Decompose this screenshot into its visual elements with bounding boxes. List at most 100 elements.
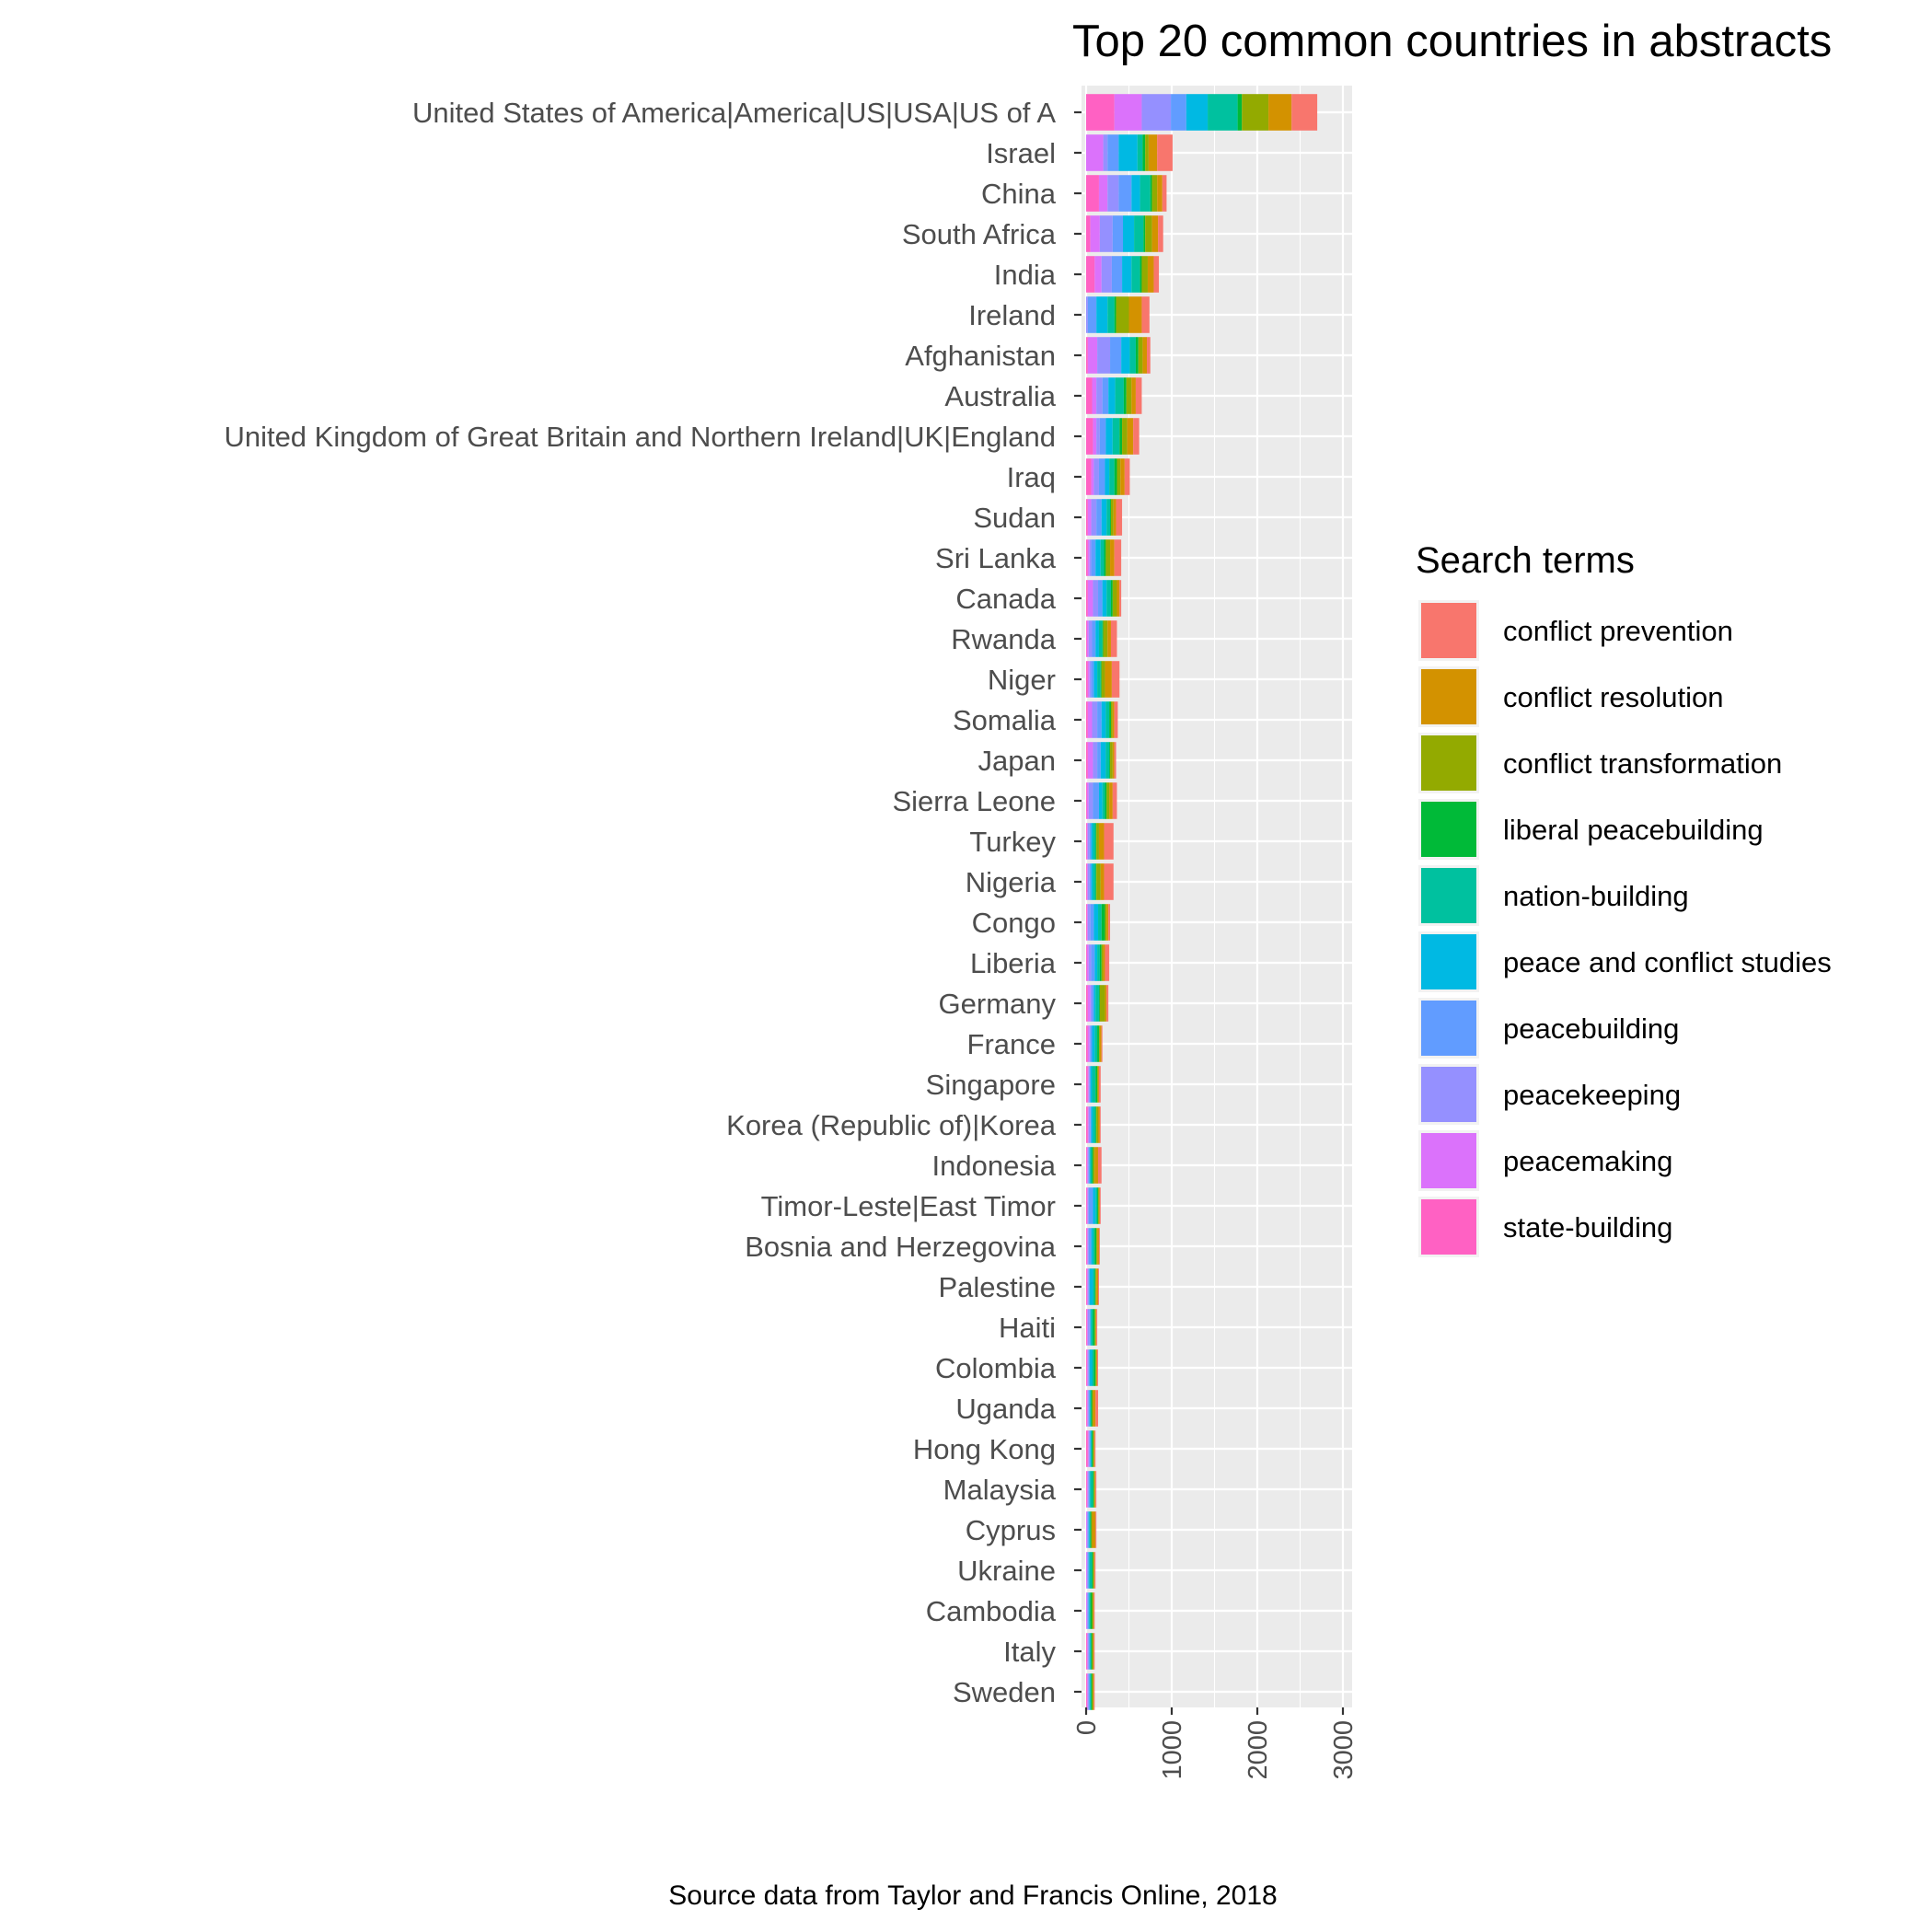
bar-segment	[1087, 904, 1091, 941]
country-label: Afghanistan	[905, 340, 1056, 372]
bar-segment	[1086, 1187, 1088, 1224]
bar-segment	[1086, 1147, 1087, 1184]
bar-segment	[1088, 1471, 1090, 1508]
bar-segment	[1087, 1633, 1089, 1670]
bar-segment	[1157, 134, 1173, 171]
legend-swatch	[1421, 802, 1476, 857]
bar-segment	[1087, 1066, 1089, 1103]
bar-segment	[1092, 620, 1096, 657]
bar-segment	[1087, 1471, 1089, 1508]
bar-segment	[1106, 904, 1109, 941]
bar-segment	[1268, 94, 1292, 131]
bar-segment	[1093, 1673, 1095, 1710]
bar-segment	[1087, 296, 1097, 333]
country-label: Italy	[1003, 1636, 1056, 1668]
bar-segment	[1114, 296, 1116, 333]
bar-segment	[1151, 175, 1158, 212]
bar-segment	[1097, 1066, 1099, 1103]
bar-segment	[1097, 701, 1102, 738]
bar-segment	[1087, 1390, 1089, 1427]
bar-segment	[1106, 499, 1111, 536]
bar-segment	[1097, 1187, 1099, 1224]
bar-segment	[1093, 904, 1099, 941]
bar-segment	[1089, 1592, 1091, 1629]
bar-segment	[1091, 661, 1094, 698]
bar-segment	[1087, 1025, 1090, 1062]
bar-segment	[1088, 1187, 1093, 1224]
bar-segment	[1091, 944, 1095, 981]
bar-segment	[1086, 418, 1093, 455]
bar-segment	[1090, 1025, 1093, 1062]
bar-segment	[1105, 458, 1110, 495]
x-tick-label: 2000	[1244, 1720, 1273, 1780]
bar-segment	[1114, 458, 1117, 495]
bar-segment	[1086, 1390, 1087, 1427]
bar-segment	[1091, 1390, 1093, 1427]
bar-segment	[1086, 337, 1088, 374]
bar-segment	[1107, 620, 1111, 657]
bar-segment	[1110, 337, 1122, 374]
legend-label: conflict transformation	[1503, 747, 1782, 780]
bar-segment	[1094, 1268, 1096, 1305]
bar-segment	[1099, 1025, 1102, 1062]
bar-segment	[1111, 661, 1120, 698]
source-caption: Source data from Taylor and Francis Onli…	[668, 1880, 1277, 1911]
bar-segment	[1086, 1471, 1088, 1508]
bar-segment	[1103, 944, 1105, 981]
bar-segment	[1095, 1106, 1097, 1143]
bar-segment	[1086, 1349, 1087, 1386]
bar-segment	[1089, 1552, 1093, 1589]
bar-segment	[1086, 1187, 1087, 1224]
bar-segment	[1114, 701, 1118, 738]
country-label: India	[994, 259, 1057, 291]
bar-segment	[1131, 377, 1136, 414]
bar-segment	[1087, 985, 1091, 1022]
bar-segment	[1090, 1066, 1093, 1103]
bar-segment	[1087, 1511, 1089, 1548]
bar-segment	[1102, 620, 1104, 657]
bar-segment	[1237, 94, 1243, 131]
bar-segment	[1087, 1228, 1089, 1265]
bar-segment	[1098, 1066, 1099, 1103]
country-label: Indonesia	[932, 1150, 1057, 1182]
bar-segment	[1096, 1268, 1099, 1305]
bar-segment	[1109, 742, 1111, 779]
bar-segment	[1089, 1309, 1091, 1346]
bar-segment	[1141, 296, 1150, 333]
bar-segment	[1104, 539, 1106, 576]
bar-segment	[1124, 458, 1130, 495]
bar-segment	[1115, 377, 1124, 414]
bar-segment	[1119, 418, 1123, 455]
bar-segment	[1094, 1228, 1097, 1265]
bar-segment	[1099, 985, 1105, 1022]
bar-segment	[1089, 539, 1092, 576]
bar-segment	[1086, 823, 1087, 860]
bar-segment	[1140, 175, 1151, 212]
bar-segment	[1086, 1268, 1087, 1305]
bar-segment	[1110, 539, 1115, 576]
bar-segment	[1087, 499, 1092, 536]
bar-segment	[1091, 1228, 1093, 1265]
bar-segment	[1091, 539, 1096, 576]
bar-segment	[1135, 337, 1139, 374]
bar-segment	[1092, 1025, 1095, 1062]
bar-segment	[1098, 175, 1108, 212]
bar-segment	[1145, 215, 1152, 252]
bar-segment	[1086, 1430, 1088, 1467]
bar-segment	[1171, 94, 1186, 131]
bar-segment	[1208, 94, 1238, 131]
bar-segment	[1098, 620, 1103, 657]
bar-segment	[1097, 337, 1111, 374]
bar-segment	[1086, 377, 1093, 414]
legend-swatch	[1421, 669, 1476, 724]
bar-segment	[1088, 1066, 1090, 1103]
legend-swatch	[1421, 868, 1476, 923]
country-label: Haiti	[999, 1312, 1056, 1344]
bar-segment	[1093, 580, 1099, 617]
bar-segment	[1097, 944, 1100, 981]
bar-segment	[1096, 863, 1101, 900]
country-label: Niger	[988, 664, 1056, 696]
bar-segment	[1093, 1187, 1096, 1224]
bar-segment	[1086, 215, 1091, 252]
bar-segment	[1095, 985, 1099, 1022]
